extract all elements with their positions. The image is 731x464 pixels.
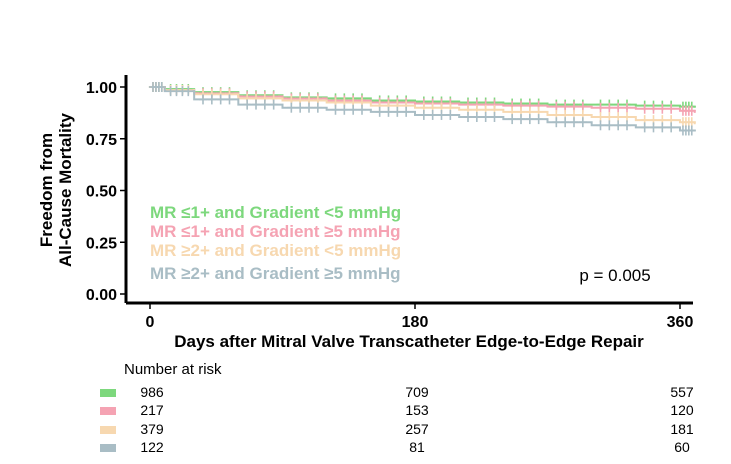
risk-row-swatch [100, 389, 116, 397]
censor-mark [184, 86, 193, 97]
censor-mark [358, 104, 366, 115]
censor-mark [658, 103, 667, 114]
censor-mark [269, 99, 278, 110]
censor-mark [508, 114, 517, 125]
censor-mark [481, 112, 490, 123]
censor-mark [296, 102, 305, 113]
censor-mark [649, 103, 658, 114]
censor-mark [649, 122, 658, 133]
censor-mark [428, 109, 437, 120]
censor-mark [393, 106, 402, 117]
legend-entry-3: MR ≥2+ and Gradient <5 mmHg [150, 241, 401, 260]
censor-mark [614, 120, 623, 131]
censor-mark [596, 120, 605, 131]
risk-count: 120 [670, 402, 694, 418]
censor-mark [243, 99, 252, 110]
risk-count: 217 [140, 402, 164, 418]
censor-mark [640, 122, 649, 133]
legend-entry-2: MR ≤1+ and Gradient ≥5 mmHg [150, 222, 401, 241]
y-tick-label: 1.00 [86, 80, 117, 97]
censor-mark [216, 94, 225, 105]
censor-mark [207, 94, 216, 105]
x-tick-label: 360 [667, 314, 694, 331]
censor-mark [552, 117, 561, 128]
censor-mark [157, 82, 166, 92]
risk-count: 153 [405, 402, 429, 418]
risk-row-swatch [100, 407, 116, 415]
risk-count: 122 [140, 439, 164, 455]
y-ticks: 0.00 0.25 0.50 0.75 1.00 [86, 80, 126, 304]
risk-table-title: Number at risk [124, 361, 222, 378]
censor-mark [687, 105, 696, 116]
censor-mark [287, 102, 296, 113]
censor-mark [313, 102, 322, 113]
legend-entry-4: MR ≥2+ and Gradient ≥5 mmHg [150, 264, 401, 283]
x-axis-title: Days after Mitral Valve Transcatheter Ed… [174, 332, 644, 351]
censor-mark [623, 102, 631, 113]
censor-mark [570, 117, 578, 128]
censor-mark [596, 102, 605, 113]
censor-mark [578, 117, 587, 128]
risk-count: 60 [674, 439, 690, 455]
censor-mark [225, 94, 234, 105]
p-value-annotation: p = 0.005 [579, 266, 650, 285]
censor-mark [525, 114, 534, 125]
y-axis-title-line-1: Freedom from [37, 133, 56, 247]
censor-mark [349, 104, 358, 115]
y-tick-label: 0.50 [86, 184, 117, 201]
censor-mark [517, 114, 525, 125]
censor-mark [199, 94, 207, 105]
censor-mark [534, 114, 543, 125]
censor-mark [658, 122, 667, 133]
censor-marks [148, 82, 696, 136]
series-line-1 [150, 86, 696, 108]
risk-row-swatch [100, 444, 116, 452]
y-tick-label: 0.25 [86, 235, 117, 252]
censor-mark [605, 120, 614, 131]
censor-mark [402, 106, 411, 117]
censor-mark [252, 99, 260, 110]
censor-mark [464, 112, 472, 123]
censor-mark [687, 125, 696, 136]
censor-mark [667, 122, 676, 133]
risk-count: 81 [409, 439, 425, 455]
censor-mark [305, 102, 313, 113]
x-ticks: 0 180 360 [146, 303, 694, 331]
censor-mark [384, 106, 393, 117]
risk-count: 379 [140, 421, 164, 437]
risk-row-swatch [100, 426, 116, 434]
censor-mark [605, 102, 614, 113]
censor-mark [490, 112, 499, 123]
censor-mark [623, 120, 631, 131]
risk-count: 986 [140, 384, 164, 400]
censor-mark [331, 104, 340, 115]
censor-mark [340, 104, 349, 115]
censor-mark [419, 109, 428, 120]
censor-mark [640, 103, 649, 114]
y-tick-label: 0.00 [86, 287, 117, 304]
risk-count: 557 [670, 384, 694, 400]
risk-count: 181 [670, 421, 694, 437]
risk-table: 986 709 557 217 153 120 379 257 181 122 81 60 [100, 384, 694, 455]
censor-mark [446, 109, 455, 120]
legend-entry-1: MR ≤1+ and Gradient <5 mmHg [150, 203, 401, 222]
risk-count: 257 [405, 421, 429, 437]
censor-mark [614, 102, 623, 113]
risk-count: 709 [405, 384, 429, 400]
censor-mark [375, 106, 384, 117]
y-tick-label: 0.75 [86, 132, 117, 149]
y-axis-title-line-2: All-Cause Mortality [56, 112, 75, 267]
censor-mark [561, 117, 570, 128]
x-tick-label: 180 [402, 314, 429, 331]
censor-mark [472, 112, 481, 123]
censor-mark [260, 99, 269, 110]
censor-mark [667, 103, 676, 114]
censor-mark [437, 109, 446, 120]
x-tick-label: 0 [146, 314, 155, 331]
